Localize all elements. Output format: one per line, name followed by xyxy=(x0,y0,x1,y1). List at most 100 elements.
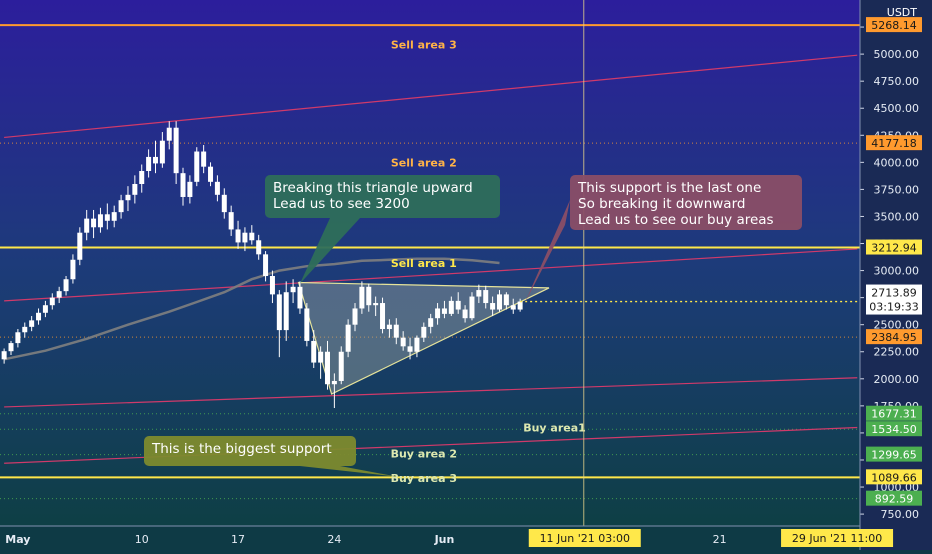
horizontal-levels xyxy=(0,24,860,500)
candle-body xyxy=(304,308,310,341)
candle-body xyxy=(503,294,509,306)
x-highlight-label: 29 Jun '21 11:00 xyxy=(792,532,882,545)
candle-body xyxy=(180,173,186,197)
candle-body xyxy=(380,303,386,330)
candle-body xyxy=(373,303,379,306)
price-badge xyxy=(866,135,922,151)
channel-line xyxy=(4,248,858,302)
candle-body xyxy=(15,332,21,344)
y-tick-label: 2250.00 xyxy=(874,346,920,359)
candle-body xyxy=(510,305,516,310)
x-tick-label: Jun xyxy=(434,533,455,546)
candle-body xyxy=(97,214,103,228)
callout-text: This support is the last one xyxy=(577,180,761,196)
y-tick-label: 3750.00 xyxy=(874,183,920,196)
candle-body xyxy=(77,232,83,260)
currency-label: USDT xyxy=(887,6,918,19)
candle-body xyxy=(146,156,152,172)
candle-body xyxy=(359,286,365,309)
candle-body xyxy=(1,351,7,360)
candle-body xyxy=(29,320,35,327)
zone-label: Buy area 3 xyxy=(391,472,457,485)
plot-background xyxy=(0,0,860,526)
y-tick-label: 2000.00 xyxy=(874,373,920,386)
candle-body xyxy=(428,318,434,327)
y-tick-label: 4000.00 xyxy=(874,156,920,169)
candle-body xyxy=(476,290,482,297)
candle-body xyxy=(290,286,296,293)
candle-body xyxy=(208,166,214,182)
zone-labels: Sell area 3 Sell area 2 Sell area 1 Buy are… xyxy=(391,38,586,484)
price-badge-label: 1089.66 xyxy=(871,471,917,484)
candle-body xyxy=(331,380,337,385)
candle-body xyxy=(242,232,248,243)
zone-label: Sell area 2 xyxy=(391,156,457,169)
x-tick-label: 10 xyxy=(135,533,149,546)
price-badge xyxy=(866,421,922,437)
y-tick-label: 5000.00 xyxy=(874,48,920,61)
callout-pointer xyxy=(299,218,360,284)
candle-body xyxy=(111,212,117,221)
candle-body xyxy=(483,290,489,304)
y-tick-label: 4500.00 xyxy=(874,102,920,115)
candle-body xyxy=(104,214,110,221)
candle-body xyxy=(276,294,282,331)
candle-body xyxy=(214,181,220,195)
zone-label: Buy area1 xyxy=(523,422,586,435)
candle-body xyxy=(187,181,193,197)
y-tick-label: 4750.00 xyxy=(874,75,920,88)
callout-box xyxy=(265,175,500,218)
x-tick-label: 21 xyxy=(713,533,727,546)
candle-body xyxy=(324,351,330,385)
candle-body xyxy=(352,308,358,325)
price-badge-label: 4177.18 xyxy=(871,137,917,150)
last-price-badge xyxy=(866,284,922,315)
candle-body xyxy=(263,254,269,276)
candle-body xyxy=(173,127,179,174)
candle-body xyxy=(125,194,131,201)
candle-body xyxy=(228,212,234,230)
candle-body xyxy=(8,343,14,352)
zone-label: Buy area 2 xyxy=(391,447,457,460)
candle-body xyxy=(311,340,317,363)
price-badge-label: 1677.31 xyxy=(871,408,917,421)
price-badge xyxy=(866,446,922,462)
candle-body xyxy=(194,151,200,182)
price-badge-label: 5268.14 xyxy=(871,19,917,32)
candle-body xyxy=(159,140,165,164)
candle-body xyxy=(56,291,62,298)
price-badge-label: 892.59 xyxy=(875,493,914,506)
countdown-label: 03:19:33 xyxy=(869,301,918,314)
price-badges: 5268.14 4177.18 3212.94 2384.95 1677.31 1534.… xyxy=(866,17,922,506)
price-badge xyxy=(866,490,922,506)
x-highlight-badge xyxy=(781,529,894,547)
price-badge xyxy=(866,17,922,33)
candle-body xyxy=(152,156,158,164)
crosshair xyxy=(520,0,860,526)
candle-body xyxy=(36,312,42,321)
candle-body xyxy=(490,303,496,310)
candle-body xyxy=(221,194,227,213)
candle-body xyxy=(455,300,461,310)
candle-body xyxy=(366,286,372,306)
candle-body xyxy=(166,127,172,141)
callout-text: So breaking it downward xyxy=(578,196,745,212)
price-badge xyxy=(866,239,922,255)
candle-body xyxy=(132,183,138,195)
candlesticks xyxy=(1,121,523,409)
time-axis: May 10 17 24 Jun 21 11 Jun '21 03:00 29 Jun '21… xyxy=(0,525,894,547)
candle-body xyxy=(297,286,303,309)
candle-body xyxy=(448,300,454,314)
candle-body xyxy=(441,308,447,314)
channel-line xyxy=(4,377,858,408)
callout-text: Lead us to see our buy areas xyxy=(578,212,774,228)
x-highlight-label: 11 Jun '21 03:00 xyxy=(540,532,630,545)
x-tick-label: May xyxy=(5,533,30,546)
candle-body xyxy=(435,308,441,319)
trend-channel xyxy=(4,54,858,464)
candle-body xyxy=(256,240,262,255)
x-tick-label: 17 xyxy=(231,533,245,546)
